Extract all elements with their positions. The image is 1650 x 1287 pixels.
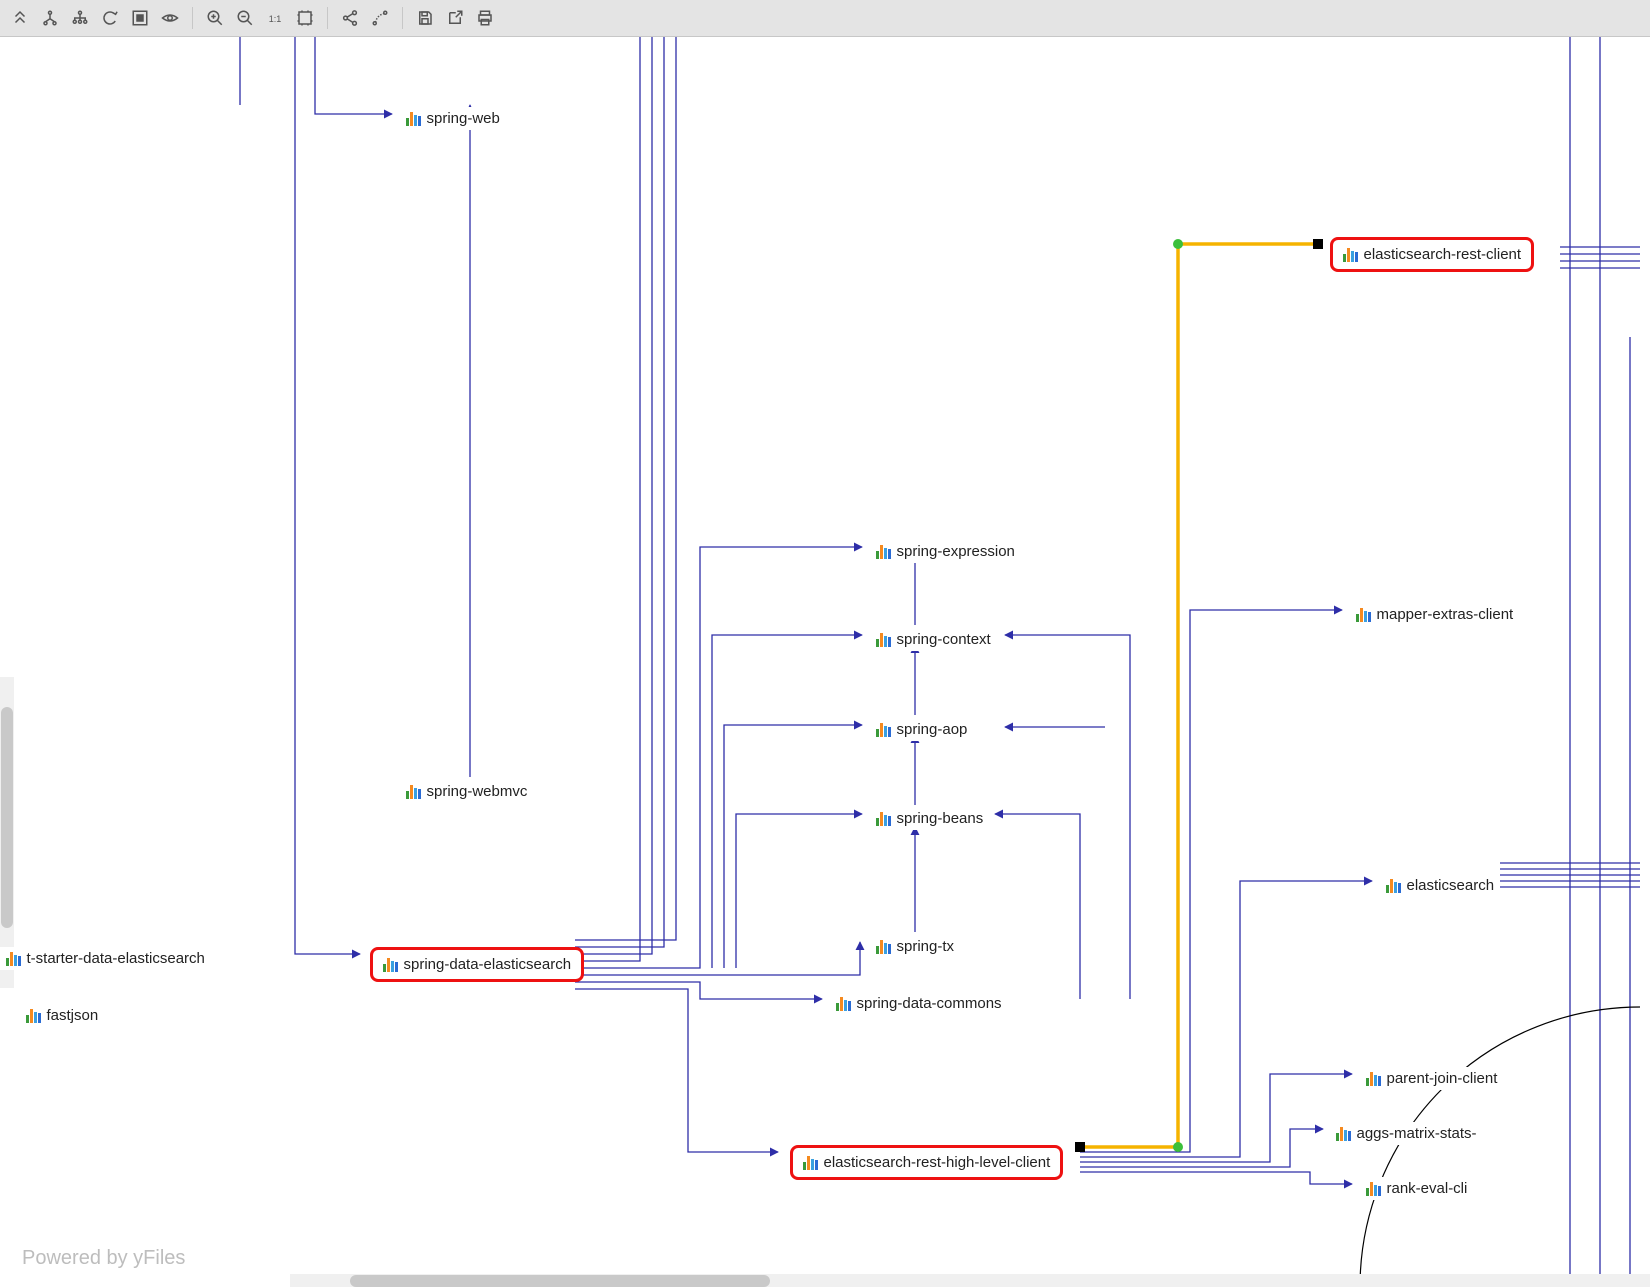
dependency-icon — [406, 785, 421, 799]
dependency-icon — [803, 1156, 818, 1170]
toolbar: 1:1 — [0, 0, 1650, 37]
dependency-icon — [876, 723, 891, 737]
dependency-icon — [1336, 1127, 1351, 1141]
node-label: spring-context — [897, 631, 991, 648]
fit-content-icon[interactable] — [126, 4, 154, 32]
node-label: spring-data-commons — [857, 995, 1002, 1012]
node-label: spring-web — [427, 110, 500, 127]
dependency-icon — [6, 952, 21, 966]
node-fastjson[interactable]: fastjson — [20, 1004, 104, 1027]
watermark: Powered by yFiles — [22, 1247, 185, 1270]
node-label: elasticsearch-rest-high-level-client — [824, 1154, 1051, 1171]
diagram-canvas[interactable]: Powered by yFiles spring-web spring-webmv… — [0, 37, 1650, 1287]
node-spring-aop[interactable]: spring-aop — [870, 718, 973, 741]
node-label: parent-join-client — [1387, 1070, 1498, 1087]
toolbar-separator — [402, 7, 403, 29]
hierarchy-icon[interactable] — [66, 4, 94, 32]
node-label: spring-expression — [897, 543, 1015, 560]
dependency-icon — [876, 812, 891, 826]
toolbar-separator — [327, 7, 328, 29]
dependency-icon — [1366, 1072, 1381, 1086]
node-label: t-starter-data-elasticsearch — [27, 950, 205, 967]
node-parent-join[interactable]: parent-join-client — [1360, 1067, 1503, 1090]
node-es-rest-client[interactable]: elasticsearch-rest-client — [1330, 237, 1534, 272]
dependency-icon — [383, 958, 398, 972]
node-label: aggs-matrix-stats- — [1357, 1125, 1477, 1142]
toolbar-separator — [192, 7, 193, 29]
zoom-in-icon[interactable] — [201, 4, 229, 32]
node-mapper-extras[interactable]: mapper-extras-client — [1350, 603, 1519, 626]
export-icon[interactable] — [441, 4, 469, 32]
node-spring-data-commons[interactable]: spring-data-commons — [830, 992, 1008, 1015]
fit-window-icon[interactable] — [291, 4, 319, 32]
node-label: rank-eval-cli — [1387, 1180, 1468, 1197]
node-aggs-matrix[interactable]: aggs-matrix-stats- — [1330, 1122, 1483, 1145]
node-spring-web[interactable]: spring-web — [400, 107, 506, 130]
node-elasticsearch[interactable]: elasticsearch — [1380, 874, 1500, 897]
node-label: spring-tx — [897, 938, 955, 955]
node-spring-webmvc[interactable]: spring-webmvc — [400, 780, 533, 803]
edges-layer — [0, 37, 1650, 1287]
dependency-icon — [876, 633, 891, 647]
vertical-scrollbar[interactable] — [0, 677, 14, 988]
dependency-icon — [26, 1009, 41, 1023]
node-label: mapper-extras-client — [1377, 606, 1514, 623]
node-spring-data-es[interactable]: spring-data-elasticsearch — [370, 947, 584, 982]
refresh-icon[interactable] — [96, 4, 124, 32]
node-rank-eval[interactable]: rank-eval-cli — [1360, 1177, 1473, 1200]
node-label: spring-aop — [897, 721, 968, 738]
path-icon[interactable] — [366, 4, 394, 32]
node-spring-tx[interactable]: spring-tx — [870, 935, 960, 958]
node-t-starter[interactable]: t-starter-data-elasticsearch — [0, 947, 211, 970]
horizontal-scrollbar[interactable] — [290, 1274, 1650, 1287]
node-label: elasticsearch — [1407, 877, 1495, 894]
show-icon[interactable] — [156, 4, 184, 32]
node-spring-beans[interactable]: spring-beans — [870, 807, 989, 830]
dependency-icon — [876, 940, 891, 954]
zoom-out-icon[interactable] — [231, 4, 259, 32]
dependency-icon — [1343, 248, 1358, 262]
node-label: spring-beans — [897, 810, 984, 827]
print-icon[interactable] — [471, 4, 499, 32]
dependency-icon — [1356, 608, 1371, 622]
dependency-icon — [1366, 1182, 1381, 1196]
svg-text:1:1: 1:1 — [269, 14, 282, 24]
one-to-one-icon[interactable]: 1:1 — [261, 4, 289, 32]
collapse-all-icon[interactable] — [6, 4, 34, 32]
node-label: elasticsearch-rest-client — [1364, 246, 1522, 263]
save-icon[interactable] — [411, 4, 439, 32]
tree-icon[interactable] — [36, 4, 64, 32]
node-spring-expression[interactable]: spring-expression — [870, 540, 1021, 563]
dependency-icon — [876, 545, 891, 559]
node-spring-context[interactable]: spring-context — [870, 628, 997, 651]
share-icon[interactable] — [336, 4, 364, 32]
node-es-high-level[interactable]: elasticsearch-rest-high-level-client — [790, 1145, 1063, 1180]
node-label: fastjson — [47, 1007, 99, 1024]
dependency-icon — [1386, 879, 1401, 893]
dependency-icon — [836, 997, 851, 1011]
node-label: spring-webmvc — [427, 783, 528, 800]
dependency-icon — [406, 112, 421, 126]
node-label: spring-data-elasticsearch — [404, 956, 572, 973]
